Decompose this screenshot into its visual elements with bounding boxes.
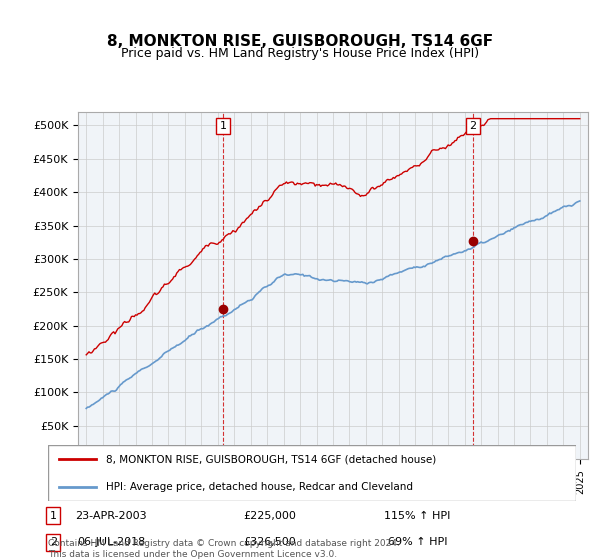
Text: 8, MONKTON RISE, GUISBOROUGH, TS14 6GF (detached house): 8, MONKTON RISE, GUISBOROUGH, TS14 6GF (… [106,454,436,464]
Text: 1: 1 [220,121,226,131]
Text: 8, MONKTON RISE, GUISBOROUGH, TS14 6GF: 8, MONKTON RISE, GUISBOROUGH, TS14 6GF [107,35,493,49]
Text: 23-APR-2003: 23-APR-2003 [76,511,147,521]
Text: 2: 2 [469,121,476,131]
Text: 2: 2 [50,537,57,547]
Text: HPI: Average price, detached house, Redcar and Cleveland: HPI: Average price, detached house, Redc… [106,482,413,492]
Text: 06-JUL-2018: 06-JUL-2018 [77,537,145,547]
Text: £326,500: £326,500 [244,537,296,547]
Text: 69% ↑ HPI: 69% ↑ HPI [388,537,448,547]
Text: £225,000: £225,000 [244,511,296,521]
Text: 1: 1 [50,511,57,521]
FancyBboxPatch shape [48,445,576,501]
Text: Contains HM Land Registry data © Crown copyright and database right 2024.
This d: Contains HM Land Registry data © Crown c… [48,539,400,559]
Text: 115% ↑ HPI: 115% ↑ HPI [385,511,451,521]
Text: Price paid vs. HM Land Registry's House Price Index (HPI): Price paid vs. HM Land Registry's House … [121,46,479,60]
